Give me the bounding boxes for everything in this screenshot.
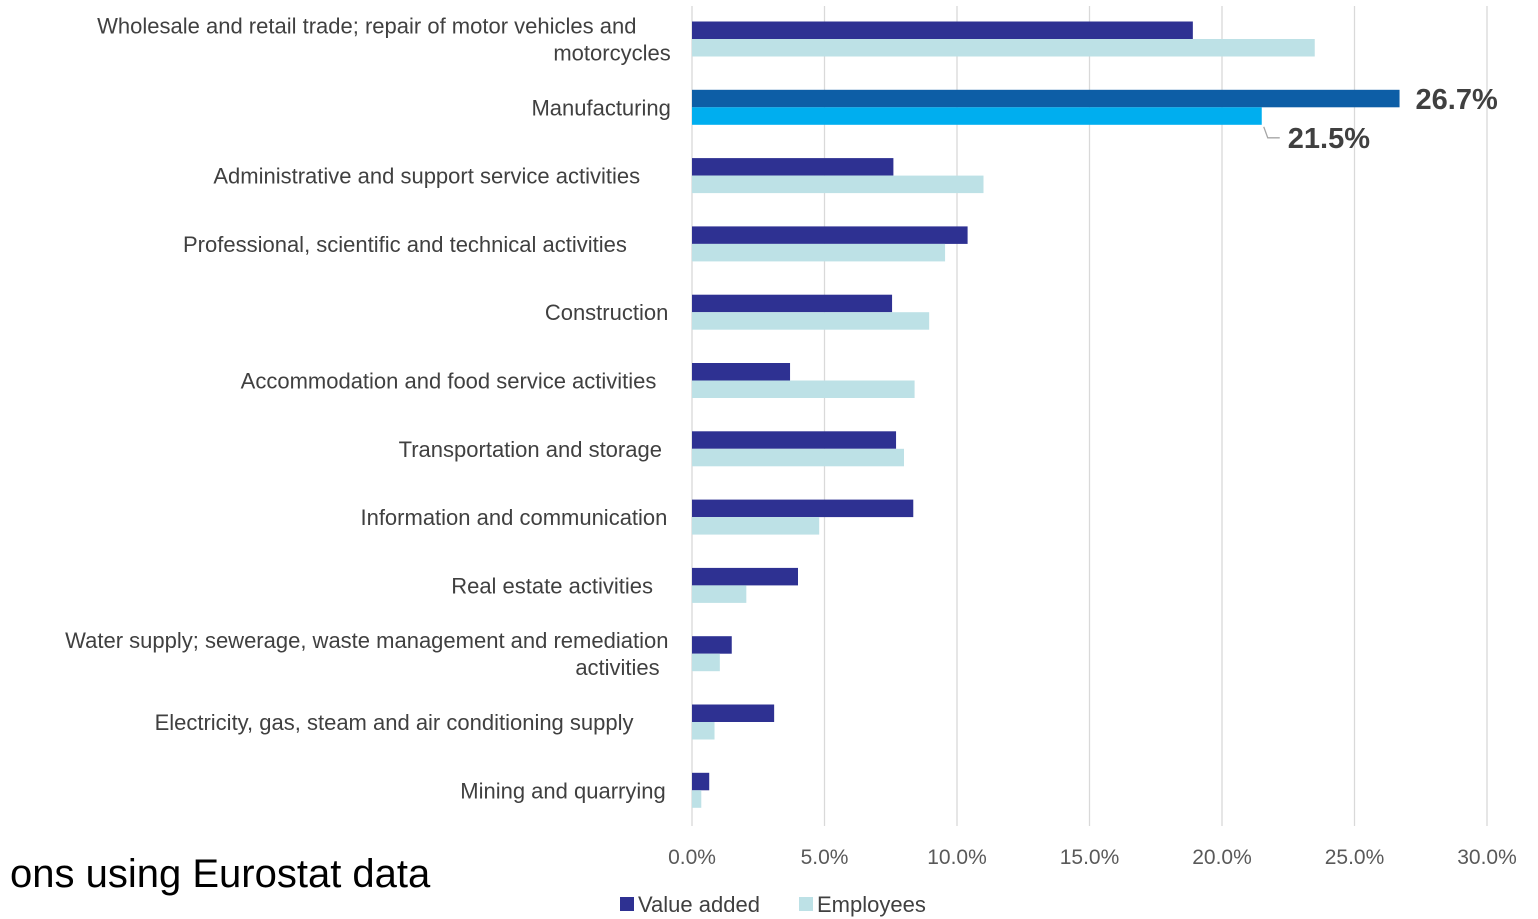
category-label: Water supply; sewerage, waste management… [65,628,668,680]
category-label-line: Transportation and storage [399,437,662,462]
category-label-line: Accommodation and food service activitie… [241,369,657,394]
x-tick-label: 25.0% [1325,846,1385,869]
category-label: Transportation and storage [399,437,662,462]
legend-label: Value added [638,892,760,917]
category-label-line: Real estate activities [451,573,653,598]
bar-value-added [692,21,1193,39]
legend-label: Employees [817,892,926,917]
bar-value-added [692,704,775,722]
bar-employees [692,107,1262,125]
bar-value-added [692,499,914,518]
bar-value-added [692,158,894,176]
bar-value-added [692,431,897,449]
bar-employees [692,790,702,808]
bars [692,21,1400,808]
bar-value-added [692,636,732,654]
data-label-employees: 21.5% [1288,123,1370,155]
bar-value-added [692,226,968,244]
source-note: ons using Eurostat data [10,852,431,896]
x-tick-label: 10.0% [927,846,987,869]
category-label: Information and communication [360,505,667,530]
legend-swatch [620,897,634,911]
category-label: Manufacturing [531,95,670,120]
data-label-value-added: 26.7% [1416,84,1498,116]
category-label: Electricity, gas, steam and air conditio… [155,710,634,735]
category-label: Professional, scientific and technical a… [183,232,627,257]
category-label-line: Wholesale and retail trade; repair of mo… [97,14,636,39]
bar-value-added [692,772,710,791]
bar-employees [692,517,820,535]
category-label-line: Professional, scientific and technical a… [183,232,627,257]
x-tick-label: 20.0% [1192,846,1252,869]
category-label: Real estate activities [451,573,653,598]
legend-swatch [799,897,813,911]
category-label-line: Manufacturing [531,95,670,120]
category-label-line: activities [575,655,659,680]
bar-employees [692,312,930,330]
category-label: Wholesale and retail trade; repair of mo… [97,14,671,66]
data-labels: 26.7% 21.5% [1263,84,1498,155]
x-tick-labels: 0.0% 5.0% 10.0% 15.0% 20.0% 25.0% 30.0% [668,846,1517,869]
bar-value-added [692,89,1400,108]
bar-employees [692,585,747,603]
category-label-line: Mining and quarrying [460,778,665,803]
bar-value-added [692,294,893,313]
category-label: Administrative and support service activ… [213,164,640,189]
bar-value-added [692,567,798,586]
bar-employees [692,653,720,672]
x-tick-label: 5.0% [801,846,849,869]
category-label-line: Information and communication [360,505,667,530]
x-tick-label: 30.0% [1457,846,1517,869]
bar-employees [692,243,946,262]
category-label-line: Electricity, gas, steam and air conditio… [155,710,634,735]
bar-employees [692,175,984,194]
category-label: Construction [545,300,669,325]
category-label-line: motorcycles [553,41,670,66]
bar-employees [692,380,915,398]
bar-employees [692,39,1315,57]
category-label-line: Administrative and support service activ… [213,164,640,189]
x-tick-label: 0.0% [668,846,716,869]
leader-line [1263,126,1280,139]
category-labels: Wholesale and retail trade; repair of mo… [65,14,671,804]
legend: Value added Employees [620,892,926,917]
gridlines [691,6,1488,826]
bar-employees [692,722,715,740]
category-label: Mining and quarrying [460,778,665,803]
category-label-line: Construction [545,300,669,325]
category-label: Accommodation and food service activitie… [241,369,657,394]
bar-value-added [692,363,791,381]
x-tick-label: 15.0% [1060,846,1120,869]
bar-employees [692,448,904,467]
category-label-line: Water supply; sewerage, waste management… [65,628,668,653]
